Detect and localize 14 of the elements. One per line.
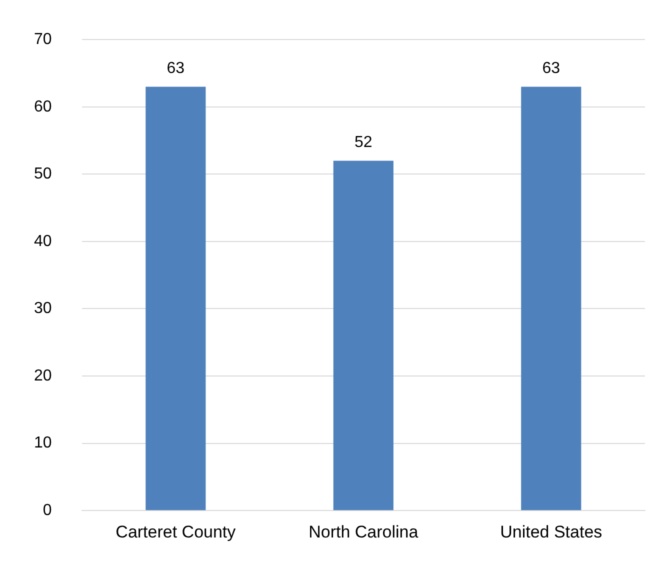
y-tick-label: 10 [34,434,52,452]
x-tick-label: Carteret County [116,522,236,542]
data-label: 63 [166,60,185,78]
y-tick-label: 50 [34,166,52,183]
y-tick-label: 30 [34,300,52,318]
x-tick-label: United States [500,522,602,542]
y-tick-label: 60 [34,98,52,116]
y-tick-label: 20 [34,367,52,384]
data-label: 52 [354,134,372,152]
y-tick-label: 40 [34,232,52,250]
y-tick-label: 0 [42,502,52,520]
y-tick-label: 70 [34,31,52,48]
data-label: 63 [542,60,560,78]
x-tick-label: North Carolina [308,522,419,542]
